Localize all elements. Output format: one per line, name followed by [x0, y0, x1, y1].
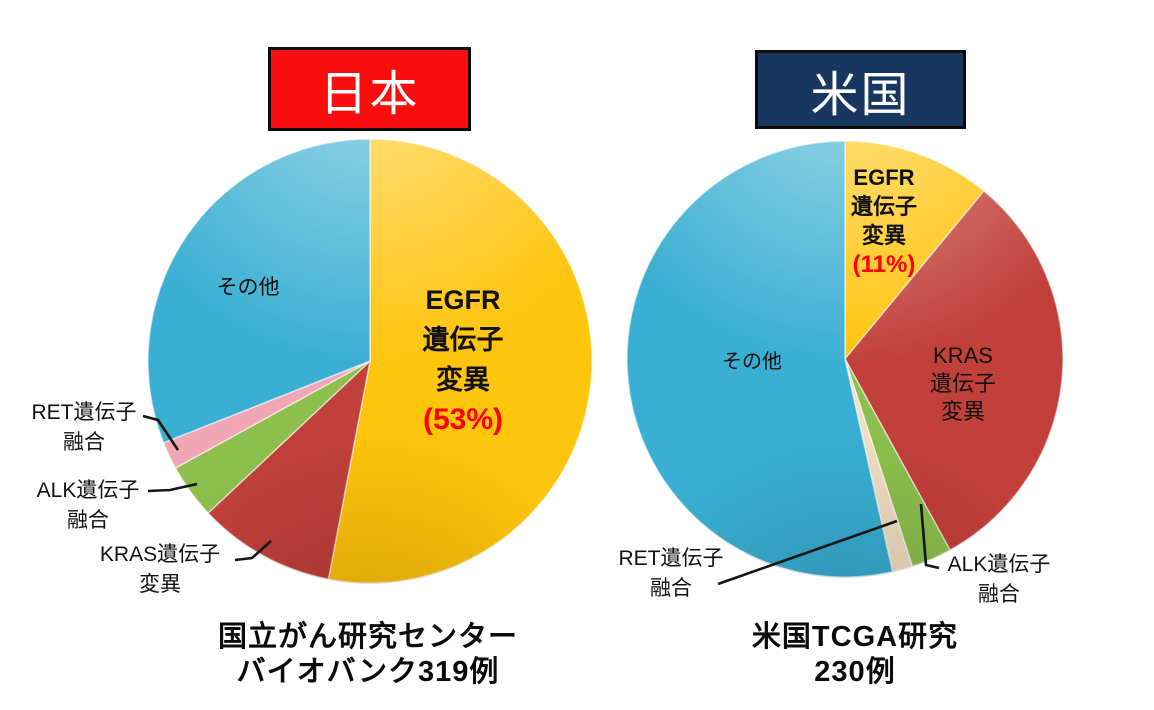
japan-ret-line2: 融合	[63, 431, 105, 454]
usa-egfr-line2: 遺伝子	[850, 194, 918, 219]
japan-egfr-slice-label: EGFR 遺伝子 変異 (53%)	[423, 280, 504, 440]
usa-caption-line2: 230例	[814, 656, 896, 688]
japan-pie-chart	[147, 138, 593, 584]
usa-alk-line2: 融合	[977, 583, 1020, 606]
japan-kras-callout-label: KRAS遺伝子 変異	[100, 540, 220, 600]
japan-egfr-percent: (53%)	[422, 403, 504, 436]
usa-kras-line3: 変異	[940, 399, 986, 424]
japan-other-slice-label: その他	[216, 276, 280, 299]
usa-kras-line2: 遺伝子	[929, 371, 997, 396]
japan-ret-callout-label: RET遺伝子 融合	[32, 398, 137, 458]
usa-pie-chart	[626, 140, 1064, 578]
usa-ret-line1: RET遺伝子	[618, 547, 724, 570]
usa-egfr-percent: (11%)	[852, 251, 916, 278]
usa-kras-line1: KRAS	[933, 343, 993, 368]
usa-caption-line1: 米国TCGA研究	[751, 621, 959, 653]
japan-alk-line2: 融合	[66, 509, 109, 532]
japan-title-box: 日本	[268, 47, 471, 131]
japan-source-caption: 国立がん研究センター バイオバンク319例	[218, 620, 518, 690]
japan-caption-line2: バイオバンク319例	[236, 656, 500, 688]
japan-kras-line1: KRAS遺伝子	[99, 543, 221, 566]
pie-slice-0	[844, 140, 986, 362]
usa-ret-line2: 融合	[650, 577, 692, 600]
japan-kras-line2: 変異	[139, 573, 181, 596]
usa-egfr-line1: EGFR	[853, 165, 915, 190]
usa-egfr-slice-label: EGFR 遺伝子 変異 (11%)	[851, 163, 917, 279]
usa-title-text: 米国	[810, 68, 911, 122]
japan-egfr-line3: 変異	[436, 365, 490, 395]
usa-ret-callout-label: RET遺伝子 融合	[619, 544, 724, 604]
japan-alk-callout-label: ALK遺伝子 融合	[37, 476, 140, 536]
japan-egfr-line2: 遺伝子	[422, 325, 504, 355]
japan-caption-line1: 国立がん研究センター	[217, 621, 519, 653]
usa-alk-line1: ALK遺伝子	[947, 553, 1051, 576]
japan-egfr-line1: EGFR	[425, 285, 501, 315]
japan-title-text: 日本	[319, 68, 420, 121]
usa-kras-slice-label: KRAS 遺伝子 変異	[930, 342, 996, 426]
usa-other-slice-label: その他	[722, 351, 782, 373]
pie-slice-0	[327, 138, 593, 584]
usa-title-box: 米国	[755, 50, 966, 129]
pie-slice-4	[147, 138, 371, 444]
japan-alk-line1: ALK遺伝子	[36, 479, 140, 502]
usa-source-caption: 米国TCGA研究 230例	[752, 620, 958, 690]
usa-egfr-line3: 変異	[861, 223, 907, 248]
pie-slice-1	[844, 189, 1064, 552]
usa-alk-callout-label: ALK遺伝子 融合	[948, 550, 1051, 610]
japan-ret-line1: RET遺伝子	[31, 401, 137, 424]
